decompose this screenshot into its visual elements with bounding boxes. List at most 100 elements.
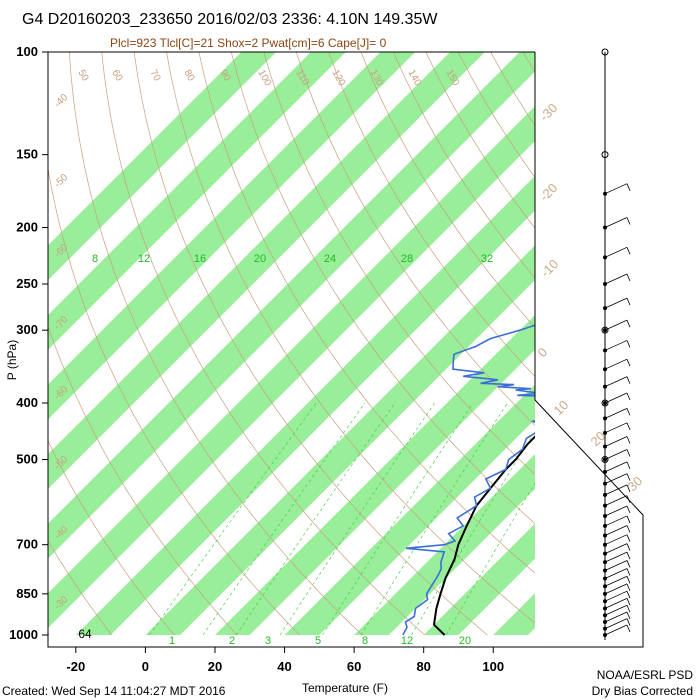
wind-barb-flag bbox=[626, 505, 631, 514]
y-tick-label: 400 bbox=[16, 395, 38, 410]
chart-subtitle: Plcl=923 Tlcl[C]=21 Shox=2 Pwat[cm]=6 Ca… bbox=[110, 36, 387, 50]
dry-adiabat bbox=[263, 52, 535, 475]
wind-barb bbox=[604, 525, 628, 536]
wind-barb-flag bbox=[626, 392, 631, 401]
x-tick-label: -20 bbox=[66, 659, 85, 674]
dry-adiabat bbox=[101, 52, 426, 636]
pressure-axis: 100 150 200 250 300 400 500 700 850 1000 bbox=[9, 44, 48, 642]
wind-barb bbox=[604, 604, 628, 616]
mixing-ratio-line bbox=[411, 430, 535, 636]
mixing-ratio-line bbox=[322, 402, 474, 636]
mixing-ratio-label: 2 bbox=[229, 635, 235, 647]
isotherm-band bbox=[284, 384, 535, 635]
dry-adiabat bbox=[166, 52, 535, 624]
mixing-ratio-line bbox=[279, 402, 435, 636]
wind-barb bbox=[604, 618, 628, 629]
wind-barb bbox=[604, 484, 628, 496]
wind-barb bbox=[604, 407, 628, 419]
wind-barb bbox=[604, 495, 628, 507]
dry-adiabat bbox=[48, 166, 300, 636]
theta-e-label: 24 bbox=[324, 253, 336, 265]
mixing-ratio-line bbox=[360, 402, 508, 636]
wind-barb bbox=[604, 551, 628, 563]
y-tick-label: 1000 bbox=[9, 627, 38, 642]
mixing-ratio-line bbox=[149, 402, 317, 636]
wind-barb bbox=[604, 436, 628, 447]
theta-e-label: 32 bbox=[481, 253, 493, 265]
mixing-ratio-line bbox=[235, 402, 396, 636]
wind-barb-flag bbox=[626, 297, 631, 306]
mixing-ratio-line bbox=[202, 402, 366, 636]
wind-barb-flag bbox=[626, 408, 631, 416]
wind-barb-flag bbox=[626, 543, 631, 551]
dry-adiabat-label: 80 bbox=[181, 68, 196, 84]
footer-credit-1: NOAA/ESRL PSD bbox=[597, 668, 694, 682]
wind-barb bbox=[604, 624, 628, 636]
wind-barb bbox=[604, 543, 628, 554]
wind-barb bbox=[604, 246, 628, 258]
wind-barb bbox=[604, 583, 628, 595]
x-tick-label: 40 bbox=[277, 659, 291, 674]
wind-barb bbox=[604, 358, 628, 370]
x-tick-label: 20 bbox=[208, 659, 222, 674]
wind-barb-flag bbox=[626, 583, 631, 592]
y-tick-label: 100 bbox=[16, 44, 38, 59]
dry-adiabat bbox=[198, 52, 535, 574]
wind-barb bbox=[604, 297, 628, 309]
isotherm-band bbox=[48, 52, 416, 420]
wind-barb-flag bbox=[626, 605, 631, 613]
wind-barb bbox=[604, 340, 628, 351]
y-tick-label: 200 bbox=[16, 220, 38, 235]
wind-barb bbox=[604, 183, 628, 195]
wind-barb bbox=[604, 560, 628, 571]
wind-barb-flag bbox=[626, 534, 631, 542]
theta-e-label: 20 bbox=[254, 253, 266, 265]
mixing-ratio-label: 3 bbox=[265, 635, 271, 647]
x-axis-label: Temperature (F) bbox=[302, 681, 388, 695]
dry-adiabat-label: 50 bbox=[75, 68, 90, 84]
wind-barb-flag bbox=[626, 449, 631, 457]
wind-barb bbox=[604, 473, 628, 484]
isotherm-label: 30 bbox=[625, 473, 646, 494]
isotherm-band bbox=[563, 52, 700, 635]
wind-barb-flag bbox=[626, 515, 631, 524]
wind-barb bbox=[604, 273, 628, 285]
x-tick-label: 0 bbox=[142, 659, 149, 674]
chart-title: G4 D20160203_233650 2016/02/03 2336: 4.1… bbox=[22, 11, 438, 28]
wind-barb-flag bbox=[626, 618, 631, 626]
dry-adiabats bbox=[48, 52, 535, 636]
dry-adiabat bbox=[68, 52, 363, 636]
wind-barb-flag bbox=[626, 217, 631, 225]
mixing-ratio-lines bbox=[149, 402, 535, 636]
dry-adiabat-label: 60 bbox=[109, 68, 124, 84]
dry-adiabat bbox=[522, 52, 535, 73]
y-tick-label: 150 bbox=[16, 147, 38, 162]
mixing-ratio-label: 12 bbox=[401, 635, 413, 647]
y-tick-label: 300 bbox=[16, 322, 38, 337]
isotherm-bands bbox=[48, 52, 700, 635]
wind-barb bbox=[604, 590, 628, 602]
isotherm-band bbox=[214, 314, 535, 635]
wind-barb-flag bbox=[626, 422, 631, 430]
mixing-ratio-label: 8 bbox=[362, 635, 368, 647]
y-axis-label: P (hPa) bbox=[5, 340, 19, 380]
wind-barb bbox=[604, 376, 628, 388]
isotherm-label: 10 bbox=[551, 397, 572, 418]
wind-barb bbox=[604, 217, 628, 228]
theta-e-label: 16 bbox=[194, 253, 206, 265]
x-tick-label: 60 bbox=[347, 659, 361, 674]
wind-barb bbox=[604, 422, 628, 434]
wind-calm-circle bbox=[601, 151, 609, 159]
dry-adiabat bbox=[48, 325, 238, 636]
y-tick-label: 250 bbox=[16, 276, 38, 291]
dry-adiabat-label: 90 bbox=[217, 68, 232, 84]
isotherm-band bbox=[48, 52, 277, 281]
wind-barb-flag bbox=[626, 247, 631, 255]
corner-label: 64 bbox=[78, 627, 92, 641]
wind-barb bbox=[604, 534, 628, 546]
wind-barb-flag bbox=[626, 568, 631, 576]
isotherm-band bbox=[48, 52, 535, 559]
isotherm-band bbox=[48, 52, 485, 489]
